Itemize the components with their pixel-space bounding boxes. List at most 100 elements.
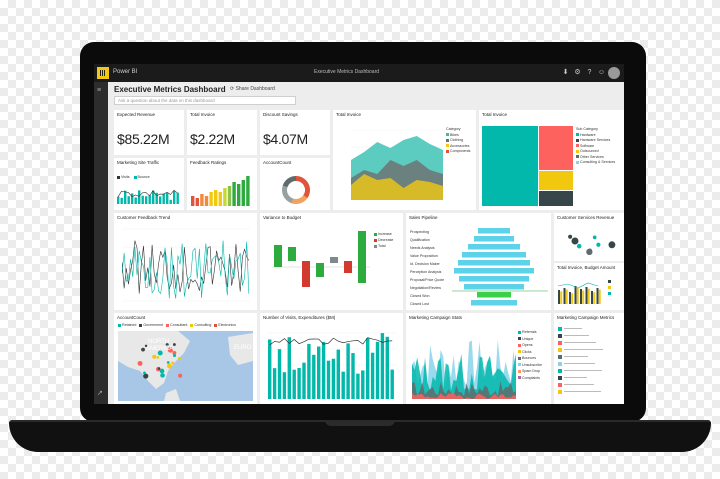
dashboard-canvas: Executive Metrics Dashboard ⟳ Share Dash… [108,82,624,404]
tile-customer-services[interactable]: Customer Services Revenue [554,213,624,261]
share-dashboard-button[interactable]: ⟳ Share Dashboard [230,86,275,92]
metrics-list [558,325,620,395]
chart-bar [302,362,306,399]
pipeline-stage-label: Closed Won [410,294,430,298]
gear-icon[interactable]: ⚙ [574,69,581,76]
waterfall-bar [344,261,352,273]
tile-total-invoice-treemap[interactable]: Total Invoice Sub Category Hardware Hard… [479,110,624,210]
legend-swatch [518,369,521,373]
chart-bar [155,192,158,204]
legend-item: Unsubscribe [518,362,542,369]
map-bubble [172,343,176,346]
pipeline-stage-label: Closed Lost [410,302,429,306]
chart-bar [297,367,301,399]
legend-label: Unique [522,336,534,341]
map-bubble [177,357,181,361]
legend-swatch [608,292,611,295]
pipeline-stage-label: Negotiation/Review [410,286,441,290]
tile-total-invoice-budget[interactable]: Total Invoice, Budget Amount [554,263,624,310]
tile-account-count-map[interactable]: AccountCount Retained Government Consult… [114,313,257,404]
legend-item: Total [378,244,386,248]
map-bubble [157,350,163,356]
chart-bar [117,196,120,204]
scatter-point [608,241,616,249]
tile-variance-budget[interactable]: Variance to Budget Increase Decrease Tot… [260,213,403,310]
pipeline-stage-label: Prospecting [410,230,429,234]
tile-sales-pipeline[interactable]: Sales Pipeline Prospecting Qualification N… [406,213,551,310]
funnel-bar [474,236,514,242]
tile-feedback-ratings[interactable]: Feedback Ratings [187,158,257,210]
legend-item: Components [450,149,471,153]
chart-bar [209,192,213,206]
menu-icon[interactable]: ≡ [97,87,102,94]
power-bi-logo-icon[interactable] [97,67,109,79]
pipeline-stage-label: Id. Decision Maker [410,262,440,266]
tile-visits-spend[interactable]: Number of Visits, Expenditures ($M) [260,313,403,404]
list-item [558,346,620,353]
chart-bar [596,288,599,304]
chart-bar [558,290,560,304]
tile-title: Customer Services Revenue [557,215,615,220]
tile-campaign-metrics[interactable]: Marketing Campaign Metrics [554,313,624,404]
download-icon[interactable]: ⬇ [562,69,569,76]
scatter-point [588,248,592,253]
tile-total-invoice-area[interactable]: Total Invoice Category Bikes Clothing Ac… [333,110,476,210]
map-land [164,389,180,401]
metric-bar [564,383,594,386]
legend-swatch [608,280,611,283]
avatar[interactable] [608,67,620,79]
feedback-icon[interactable]: ☺ [597,69,606,76]
tile-marketing-traffic[interactable]: Marketing Site Traffic Visits Bounce [114,158,184,210]
qa-input[interactable]: Ask a question about the data on this da… [114,96,296,105]
pipeline-stage-label: Proposal/Price Quote [410,278,445,282]
list-item [558,381,620,388]
metric-swatch [558,361,562,366]
chart-bar [356,373,360,399]
help-icon[interactable]: ? [587,69,592,76]
metric-bar [564,355,588,358]
chart-bar [120,197,123,204]
legend-label: Spam Drop [522,369,541,373]
map-bubble [156,356,160,359]
legend-item: Bounce [137,175,150,179]
tile-title: Number of Visits, Expenditures ($M) [263,315,336,320]
legend: Referrals Unique Opens Clicks Bounces Unsubsc… [518,329,542,381]
chart-line [558,282,599,289]
tile-customer-feedback[interactable]: Customer Feedback Trend [114,213,257,310]
list-item [558,360,620,367]
chart-bar [375,341,380,399]
chart-bar [390,369,394,399]
tile-account-count-donut[interactable]: AccountCount [260,158,330,210]
metric-bar [564,376,587,379]
legend-item: Referrals [518,329,542,336]
expand-icon[interactable]: ↗ [97,390,103,397]
tile-expected-revenue[interactable]: Expected Revenue $85.22M [114,110,184,155]
tile-total-invoice-card[interactable]: Total Invoice $2.22M [187,110,257,155]
tile-marketing-stats[interactable]: Marketing Campaign Stats Referrals Unique… [406,313,551,404]
metric-bar [564,348,603,351]
tile-title: Total Invoice [336,112,362,117]
legend-swatch [518,356,521,360]
funnel-chart [452,228,548,306]
chart-bar [361,370,365,399]
legend-swatch [518,337,521,341]
metric-swatch [558,354,562,359]
legend-item: Outsourced [580,149,599,153]
list-item [558,367,620,374]
chart-bar [131,193,134,204]
legend: Sub Category Hardware Hardware Services … [576,127,615,166]
legend-item: Clothing [450,138,464,142]
funnel-bar [468,244,520,250]
tile-discount-savings[interactable]: Discount Savings $4.07M [260,110,330,155]
chart-bar [272,368,277,399]
map-land [118,331,190,389]
donut-slice [282,185,294,204]
tile-title: Total Invoice, Budget Amount [557,265,616,270]
top-bar: Power BI Executive Metrics Dashboard ⬇ ⚙… [94,64,624,82]
area-series [412,393,516,399]
tile-title: Marketing Site Traffic [117,160,160,165]
funnel-bar [478,228,510,234]
chart-bar [145,196,148,204]
chart-bar [569,292,571,304]
legend: Increase Decrease Total [374,231,393,249]
